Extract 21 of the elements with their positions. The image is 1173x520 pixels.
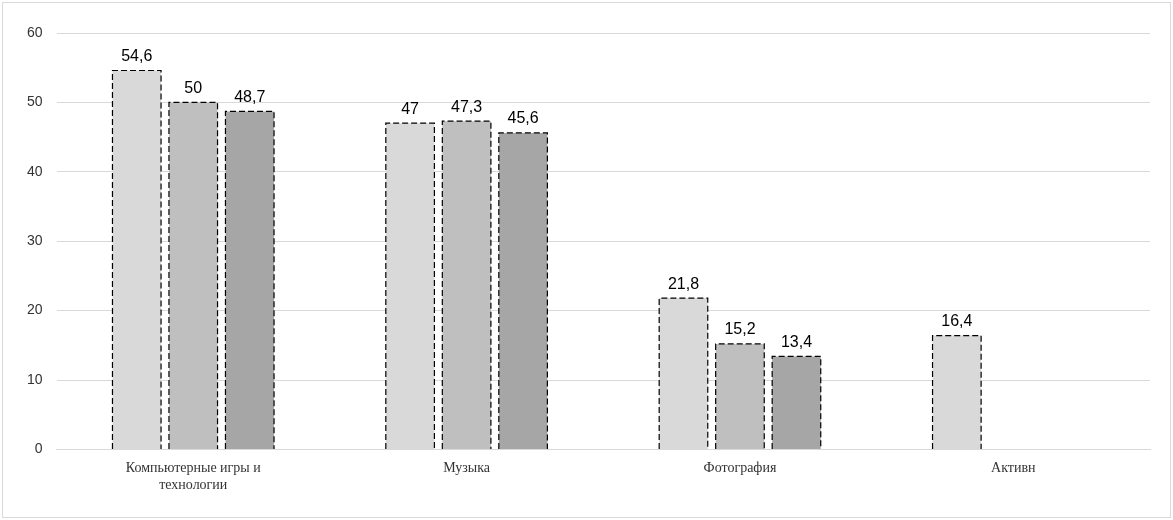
x-tick-label: Активн [991,460,1037,476]
x-tick-label: Музыка [443,460,491,476]
y-tick-label: 10 [26,370,43,387]
y-tick-label: 60 [26,23,43,40]
data-label: 50 [184,78,203,96]
data-label: 21,8 [667,274,700,292]
data-label: 45,6 [507,109,539,127]
x-tick-label: Фотография [703,460,777,476]
data-label: 16,4 [941,311,973,329]
y-tick-label: 30 [26,232,43,249]
x-tick-label: Компьютерные игры и технологии [125,460,262,493]
data-label: 47 [401,99,420,117]
data-label: 15,2 [724,320,756,338]
data-label: 47,3 [451,97,483,115]
y-tick-label: 20 [26,301,43,318]
data-label: 48,7 [234,87,266,105]
y-tick-label: 0 [34,440,43,457]
data-label: 13,4 [780,332,813,350]
y-tick-label: 50 [26,93,43,110]
y-tick-label: 40 [26,162,43,179]
data-label: 54,6 [121,46,153,64]
